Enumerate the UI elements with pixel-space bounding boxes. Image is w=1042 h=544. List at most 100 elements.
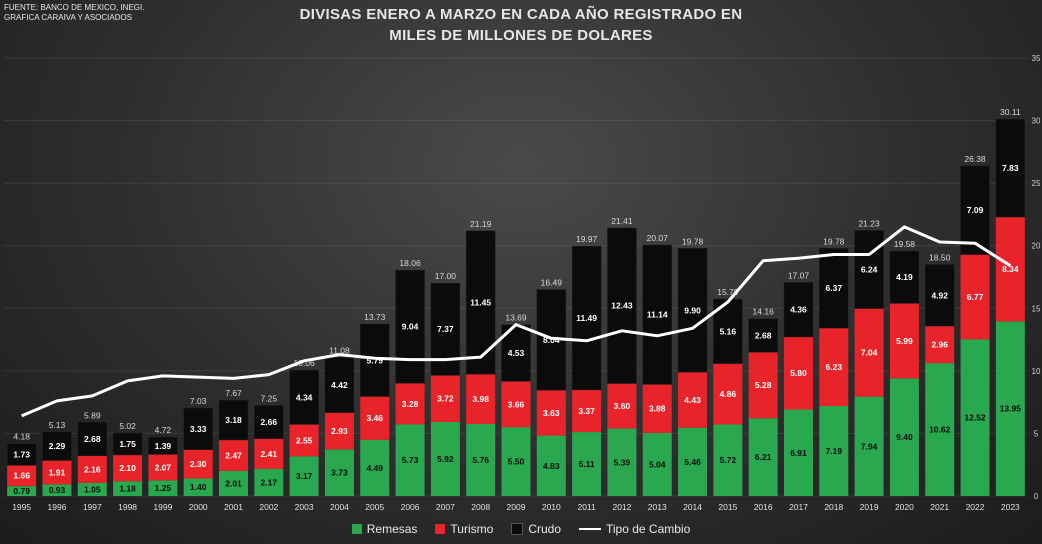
data-label-crudo-2020: 4.19	[896, 272, 913, 282]
data-label-turismo-2000: 2.30	[190, 459, 207, 469]
bar-crudo-2023	[995, 118, 1026, 218]
data-label-crudo-1997: 2.68	[84, 434, 101, 444]
x-tick-label-2020: 2020	[895, 502, 914, 512]
legend-label-tipo-de-cambio: Tipo de Cambio	[606, 522, 691, 536]
x-tick-label-2006: 2006	[401, 502, 420, 512]
data-label-crudo-2023: 7.83	[1002, 163, 1019, 173]
data-label-crudo-1998: 1.75	[119, 439, 136, 449]
bar-turismo-2009	[501, 381, 531, 428]
bar-remesas-2020	[889, 378, 919, 496]
data-label-remesas-2006: 5.73	[402, 455, 419, 465]
bar-turismo-2018	[819, 328, 849, 407]
data-label-remesas-1999: 1.25	[155, 483, 172, 493]
legend-label-turismo: Turismo	[450, 522, 494, 536]
y-tick-label-25: 25	[1032, 179, 1041, 188]
data-label-remesas-2019: 7.94	[861, 441, 878, 451]
data-label-turismo-2008: 3.98	[472, 394, 489, 404]
total-label-2013: 20.07	[647, 233, 669, 243]
legend-swatch-remesas	[351, 524, 362, 534]
total-label-2015: 15.79	[717, 287, 739, 297]
data-label-turismo-2009: 3.66	[508, 399, 525, 409]
total-label-1996: 5.13	[49, 420, 66, 430]
bar-crudo-2000	[183, 407, 213, 450]
data-label-remesas-1997: 1.05	[84, 484, 101, 494]
data-label-remesas-2009: 5.50	[508, 457, 525, 467]
data-label-remesas-2010: 4.83	[543, 461, 560, 471]
x-tick-label-2018: 2018	[824, 502, 843, 512]
bar-remesas-1997	[77, 482, 107, 496]
total-label-2007: 17.00	[435, 271, 457, 281]
data-label-crudo-2003: 4.34	[296, 392, 313, 402]
x-tick-label-2007: 2007	[436, 502, 455, 512]
bar-turismo-2007	[430, 375, 460, 422]
x-tick-label-2014: 2014	[683, 502, 702, 512]
x-tick-label-2015: 2015	[718, 502, 737, 512]
bar-turismo-2013	[642, 384, 672, 433]
data-label-remesas-2018: 7.19	[826, 446, 843, 456]
source-line-1: FUENTE: BANCO DE MEXICO, INEGI.	[4, 3, 145, 12]
total-label-2016: 14.16	[753, 307, 775, 317]
data-label-turismo-2016: 5.28	[755, 380, 772, 390]
data-label-remesas-2007: 5.92	[437, 454, 454, 464]
x-tick-label-2012: 2012	[612, 502, 631, 512]
total-label-2005: 13.73	[364, 312, 386, 322]
bar-remesas-2016	[748, 418, 778, 496]
data-label-turismo-2003: 2.55	[296, 435, 313, 445]
bar-remesas-2023	[995, 321, 1025, 496]
data-label-turismo-2004: 2.93	[331, 426, 348, 436]
bar-turismo-2006	[395, 383, 425, 425]
total-label-2010: 16.49	[541, 278, 563, 288]
bar-turismo-2020	[889, 303, 919, 379]
data-label-remesas-2001: 2.01	[225, 478, 242, 488]
total-label-1999: 4.72	[155, 425, 172, 435]
total-label-2006: 18.06	[399, 258, 421, 268]
bar-remesas-1999	[148, 480, 178, 496]
data-label-remesas-2005: 4.49	[366, 463, 383, 473]
y-tick-label-0: 0	[1034, 492, 1039, 501]
data-label-turismo-1998: 2.10	[119, 463, 136, 473]
bar-crudo-2021	[924, 264, 955, 327]
bar-remesas-1995	[7, 486, 37, 496]
data-label-crudo-2005: 5.79	[366, 355, 383, 365]
bar-crudo-2018	[819, 248, 849, 329]
data-label-crudo-2010: 8.04	[543, 335, 560, 345]
tipo-de-cambio-line	[21, 225, 1012, 418]
bar-remesas-2010	[536, 435, 566, 496]
bar-crudo-2016	[748, 318, 778, 353]
bar-crudo-1995	[6, 443, 37, 466]
y-tick-label-10: 10	[1032, 367, 1041, 376]
data-label-turismo-1997: 2.16	[84, 464, 101, 474]
total-label-2019: 21.23	[858, 218, 880, 228]
bar-remesas-2022	[960, 339, 990, 496]
bar-turismo-2011	[572, 389, 602, 433]
bar-crudo-2002	[254, 405, 284, 439]
bar-remesas-2003	[289, 456, 319, 496]
bar-crudo-2014	[677, 248, 708, 373]
data-label-crudo-2007: 7.37	[437, 324, 454, 334]
data-label-turismo-2015: 4.86	[720, 389, 737, 399]
data-label-remesas-2014: 5.46	[684, 457, 701, 467]
y-tick-label-15: 15	[1032, 304, 1041, 313]
data-label-remesas-2020: 9.40	[896, 432, 913, 442]
data-label-crudo-2022: 7.09	[967, 205, 984, 215]
total-label-2020: 19.58	[894, 239, 916, 249]
bar-crudo-2012	[607, 227, 637, 384]
data-label-turismo-2013: 3.88	[649, 404, 666, 414]
legend-item-remesas: Remesas	[351, 522, 417, 536]
bar-remesas-2001	[219, 470, 249, 496]
data-label-turismo-1995: 1.66	[13, 471, 30, 481]
x-tick-label-2002: 2002	[259, 502, 278, 512]
data-label-remesas-2017: 6.91	[790, 448, 807, 458]
data-label-turismo-2010: 3.63	[543, 408, 560, 418]
total-label-2018: 19.78	[823, 236, 845, 246]
data-label-remesas-2013: 5.04	[649, 459, 666, 469]
x-tick-label-2017: 2017	[789, 502, 808, 512]
data-label-turismo-2014: 4.43	[684, 395, 701, 405]
data-label-turismo-2020: 5.99	[896, 336, 913, 346]
bar-turismo-1995	[7, 465, 37, 487]
data-label-turismo-2002: 2.41	[261, 449, 278, 459]
bar-crudo-2013	[642, 244, 672, 385]
data-label-crudo-2009: 4.53	[508, 348, 525, 358]
bar-crudo-1996	[42, 431, 72, 461]
data-label-crudo-2012: 12.43	[611, 301, 633, 311]
